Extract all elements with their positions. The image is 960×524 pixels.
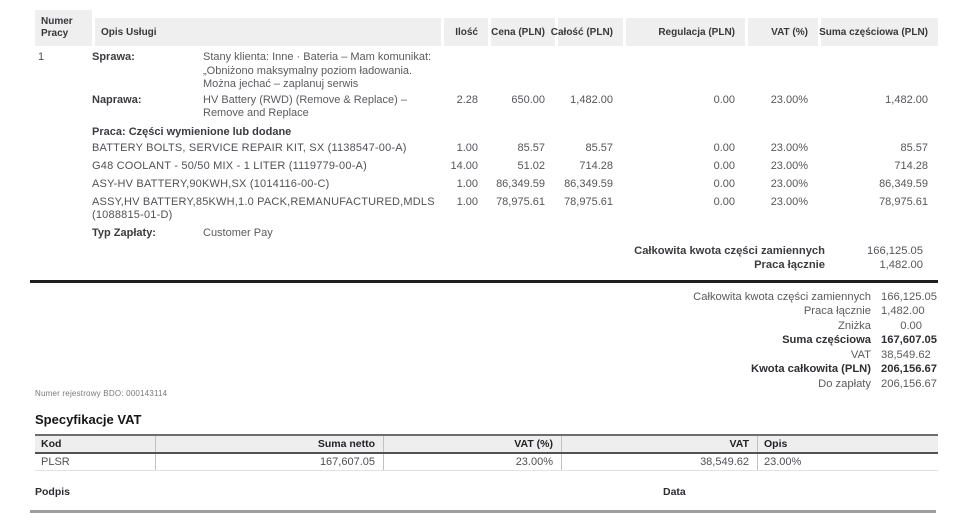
header-regulacja: Regulacja (PLN) [626, 18, 745, 46]
header-ilosc: Ilość [444, 18, 488, 46]
part-vat: 23.00% [770, 141, 808, 154]
vat-row-suma-netto: 167,607.05 [155, 454, 383, 470]
part-adjustment: 0.00 [713, 177, 735, 190]
summary-row: Zniżka 0.00 [838, 319, 922, 332]
part-subtotal: 85.57 [900, 141, 928, 154]
job-total-label: Praca łącznie [754, 259, 825, 271]
repair-subtotal: 1,482.00 [885, 93, 928, 106]
vat-spec-title: Specyfikacje VAT [35, 412, 142, 427]
part-total: 85.57 [585, 141, 613, 154]
repair-qty: 2.28 [456, 93, 478, 106]
summary-row: Całkowita kwota części zamiennych 166,12… [693, 290, 937, 303]
vat-header-vat-pct: VAT (%) [383, 436, 561, 452]
date-label: Data [663, 486, 686, 498]
vat-header-suma-netto: Suma netto [155, 436, 383, 452]
job-total-row: Praca łącznie 1,482.00 [35, 258, 938, 273]
part-total: 714.28 [579, 159, 613, 172]
part-qty: 1.00 [456, 177, 478, 190]
part-row: ASY-HV BATTERY,90KWH,SX (1014116-00-C) 1… [35, 177, 938, 192]
part-name: ASY-HV BATTERY,90KWH,SX (1014116-00-C) [92, 177, 330, 190]
parts-section-row: Praca: Części wymienione lub dodane [35, 125, 938, 138]
vat-row-vat: 38,549.62 [561, 454, 757, 470]
part-subtotal: 714.28 [894, 159, 928, 172]
vat-spec-header-row: Kod Suma netto VAT (%) VAT Opis [35, 436, 938, 454]
payment-value: Customer Pay [203, 227, 273, 239]
work-order-header-row: Numer Pracy Opis Usługi Ilość Cena (PLN)… [35, 10, 938, 46]
repair-description: HV Battery (RWD) (Remove & Replace) – Re… [203, 93, 407, 120]
part-price: 51.02 [517, 159, 545, 172]
payment-row: Typ Zapłaty: Customer Pay [35, 226, 938, 241]
vat-header-kod: Kod [41, 438, 62, 450]
part-name: ASSY,HV BATTERY,85KWH,1.0 PACK,REMANUFAC… [92, 195, 435, 222]
part-row: G48 COOLANT - 50/50 MIX - 1 LITER (11197… [35, 159, 938, 174]
part-adjustment: 0.00 [713, 141, 735, 154]
case-row: 1 Sprawa: Stany klienta: Inne · Bateria … [35, 50, 938, 92]
parts-section-label: Praca: Części wymienione lub dodane [92, 125, 292, 138]
part-qty: 1.00 [456, 195, 478, 208]
payment-label: Typ Zapłaty: [92, 227, 156, 239]
summary-row-amount-due: Do zapłaty 206,156.67 [818, 378, 937, 391]
header-opis-uslugi: Opis Usługi [95, 18, 441, 46]
part-qty: 1.00 [456, 141, 478, 154]
summary-row: VAT 38,549.62 [850, 348, 931, 361]
job-total-value: 1,482.00 [879, 259, 923, 271]
header-suma-czesciowa: Suma częściowa (PLN) [819, 18, 938, 46]
repair-total: 1,482.00 [570, 93, 613, 106]
signature-label: Podpis [35, 486, 71, 498]
repair-row: Naprawa: HV Battery (RWD) (Remove & Repl… [35, 93, 938, 121]
header-numer-pracy: Numer Pracy [35, 10, 92, 46]
vat-spec-table: Kod Suma netto VAT (%) VAT Opis PLSR 167… [35, 434, 938, 471]
repair-price: 650.00 [511, 93, 545, 106]
job-total-row: Całkowita kwota części zamiennych 166,12… [35, 244, 938, 259]
vat-header-vat: VAT [561, 436, 757, 452]
part-total: 86,349.59 [564, 177, 613, 190]
bdo-registry-note: Numer rejestrowy BDO: 000143114 [35, 389, 168, 398]
part-row: BATTERY BOLTS, SERVICE REPAIR KIT, SX (1… [35, 141, 938, 156]
summary-row: Praca łącznie 1,482.00 [803, 305, 925, 318]
part-name: BATTERY BOLTS, SERVICE REPAIR KIT, SX (1… [92, 141, 407, 154]
case-description: Stany klienta: Inne · Bateria – Mam komu… [203, 51, 432, 90]
part-total: 78,975.61 [564, 195, 613, 208]
part-subtotal: 78,975.61 [879, 195, 928, 208]
vat-row-kod: PLSR [41, 456, 70, 468]
repair-label: Naprawa: [92, 93, 142, 106]
job-totals: Całkowita kwota części zamiennych 166,12… [35, 244, 938, 273]
vat-spec-data-row: PLSR 167,607.05 23.00% 38,549.62 23.00% [35, 454, 938, 471]
vat-row-vat-pct: 23.00% [383, 454, 561, 470]
section-divider [30, 279, 938, 283]
repair-vat: 23.00% [770, 93, 808, 106]
part-adjustment: 0.00 [713, 195, 735, 208]
part-price: 78,975.61 [496, 195, 545, 208]
part-name: G48 COOLANT - 50/50 MIX - 1 LITER (11197… [92, 159, 367, 172]
case-label: Sprawa: [92, 51, 135, 63]
part-adjustment: 0.00 [713, 159, 735, 172]
vat-spec-section: Specyfikacje VAT Kod Suma netto VAT (%) … [35, 412, 938, 471]
part-vat: 23.00% [770, 177, 808, 190]
job-total-value: 166,125.05 [867, 244, 923, 257]
part-price: 85.57 [517, 141, 545, 154]
job-number: 1 [38, 51, 45, 63]
part-price: 86,349.59 [496, 177, 545, 190]
vat-row-opis: 23.00% [757, 454, 938, 470]
vat-header-opis: Opis [757, 436, 938, 452]
part-subtotal: 86,349.59 [879, 177, 928, 190]
job-total-label: Całkowita kwota części zamiennych [634, 244, 825, 257]
part-qty: 14.00 [450, 159, 478, 172]
repair-adjustment: 0.00 [713, 93, 735, 106]
part-vat: 23.00% [770, 159, 808, 172]
footer-divider [30, 510, 936, 513]
header-vat: VAT (%) [748, 18, 818, 46]
header-calosc: Całość (PLN) [551, 18, 623, 46]
invoice-summary: Całkowita kwota części zamiennych 166,12… [35, 290, 938, 392]
part-vat: 23.00% [770, 195, 808, 208]
summary-row-subtotal: Suma częściowa 167,607.05 [782, 334, 937, 347]
summary-row-grand-total: Kwota całkowita (PLN) 206,156.67 [751, 363, 937, 376]
part-row: ASSY,HV BATTERY,85KWH,1.0 PACK,REMANUFAC… [35, 195, 938, 223]
header-cena: Cena (PLN) [491, 18, 555, 46]
